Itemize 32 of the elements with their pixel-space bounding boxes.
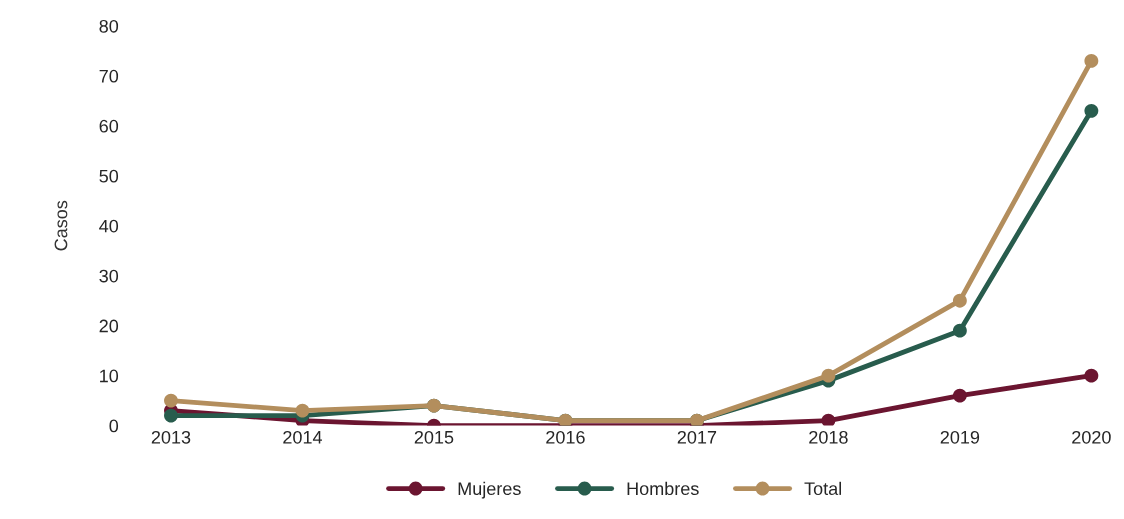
y-axis-title: Casos [54,200,68,251]
x-tick-label: 2018 [809,430,848,444]
y-tick-label: 70 [99,69,119,83]
x-tick-label: 2016 [546,430,585,444]
point [821,413,836,426]
point [952,293,967,308]
point [295,403,310,418]
y-tick-label: 10 [100,369,119,383]
point [1084,368,1099,383]
y-tick-label: 40 [99,219,119,233]
x-tick-label: 2015 [414,430,454,444]
legend-label: Hombres [627,481,699,496]
x-tick-label: 2013 [151,430,191,444]
x-tick-label: 2019 [940,430,980,444]
y-tick-label: 80 [99,19,119,33]
point [952,388,967,403]
y-tick-label: 50 [99,169,119,183]
legend-label: Mujeres [458,481,521,499]
point [164,393,178,408]
point [1084,103,1099,118]
legend-label: Total [804,481,841,496]
point [164,408,178,423]
point [1084,53,1099,68]
y-tick-label: 60 [99,119,119,133]
point [952,323,967,338]
y-tick-label: 20 [99,319,119,333]
x-tick-label: 2014 [283,430,323,444]
y-tick-label: 30 [99,269,119,283]
point [821,368,836,383]
y-tick-label: 0 [109,419,119,433]
x-tick-label: 2017 [677,430,717,444]
x-tick-label: 2020 [1072,430,1111,444]
